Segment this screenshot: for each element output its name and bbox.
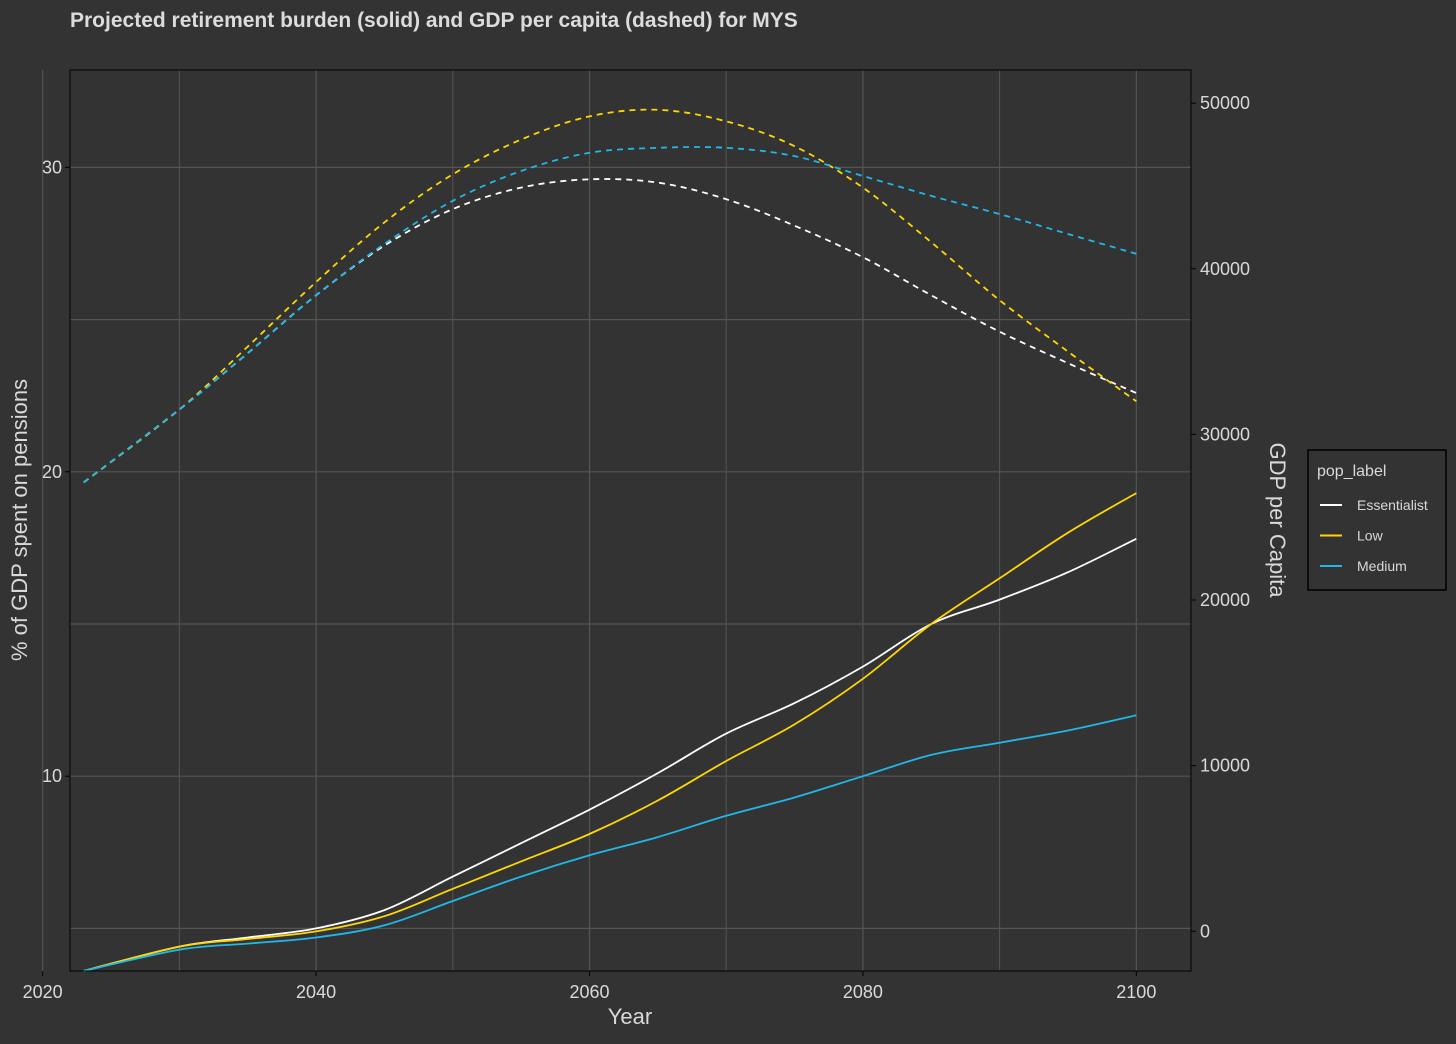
y-tick-label: 20 xyxy=(42,462,62,482)
legend-label-essentialist: Essentialist xyxy=(1357,497,1428,513)
legend-label-low: Low xyxy=(1357,528,1384,544)
gdp-line-low xyxy=(83,108,1137,484)
series-lines xyxy=(83,108,1137,972)
y-tick-label: 30 xyxy=(42,157,62,177)
x-tick-label: 2100 xyxy=(1116,982,1156,1002)
y2-tick-label: 50000 xyxy=(1200,93,1250,113)
y2-tick-label: 0 xyxy=(1200,921,1210,941)
gdp-line-essentialist xyxy=(83,178,1137,484)
pension-line-low xyxy=(83,492,1137,972)
y2-axis-title: GDP per Capita xyxy=(1265,443,1290,599)
plot-panel-border xyxy=(69,69,1192,972)
y2-tick-label: 20000 xyxy=(1200,590,1250,610)
x-tick-label: 2080 xyxy=(843,982,883,1002)
pension-line-essentialist xyxy=(83,537,1137,972)
x-axis-title: Year xyxy=(608,1004,652,1029)
y-axis-title: % of GDP spent on pensions xyxy=(7,379,32,661)
x-tick-label: 2020 xyxy=(23,982,63,1002)
axes: 2020 2040 2060 2080 2100 10 20 30 0 10000 20000 300… xyxy=(23,93,1250,1002)
legend-label-medium: Medium xyxy=(1357,558,1407,574)
y2-tick-label: 40000 xyxy=(1200,259,1250,279)
y-tick-label: 10 xyxy=(42,766,62,786)
grid xyxy=(42,70,1191,971)
x-tick-label: 2040 xyxy=(296,982,336,1002)
pension-line-medium xyxy=(83,714,1137,972)
chart-title: Projected retirement burden (solid) and … xyxy=(70,9,798,32)
x-tick-label: 2060 xyxy=(569,982,609,1002)
legend: pop_label Essentialist Low Medium xyxy=(1307,449,1447,591)
legend-title: pop_label xyxy=(1317,463,1386,480)
y2-tick-label: 10000 xyxy=(1200,756,1250,776)
y2-tick-label: 30000 xyxy=(1200,424,1250,444)
